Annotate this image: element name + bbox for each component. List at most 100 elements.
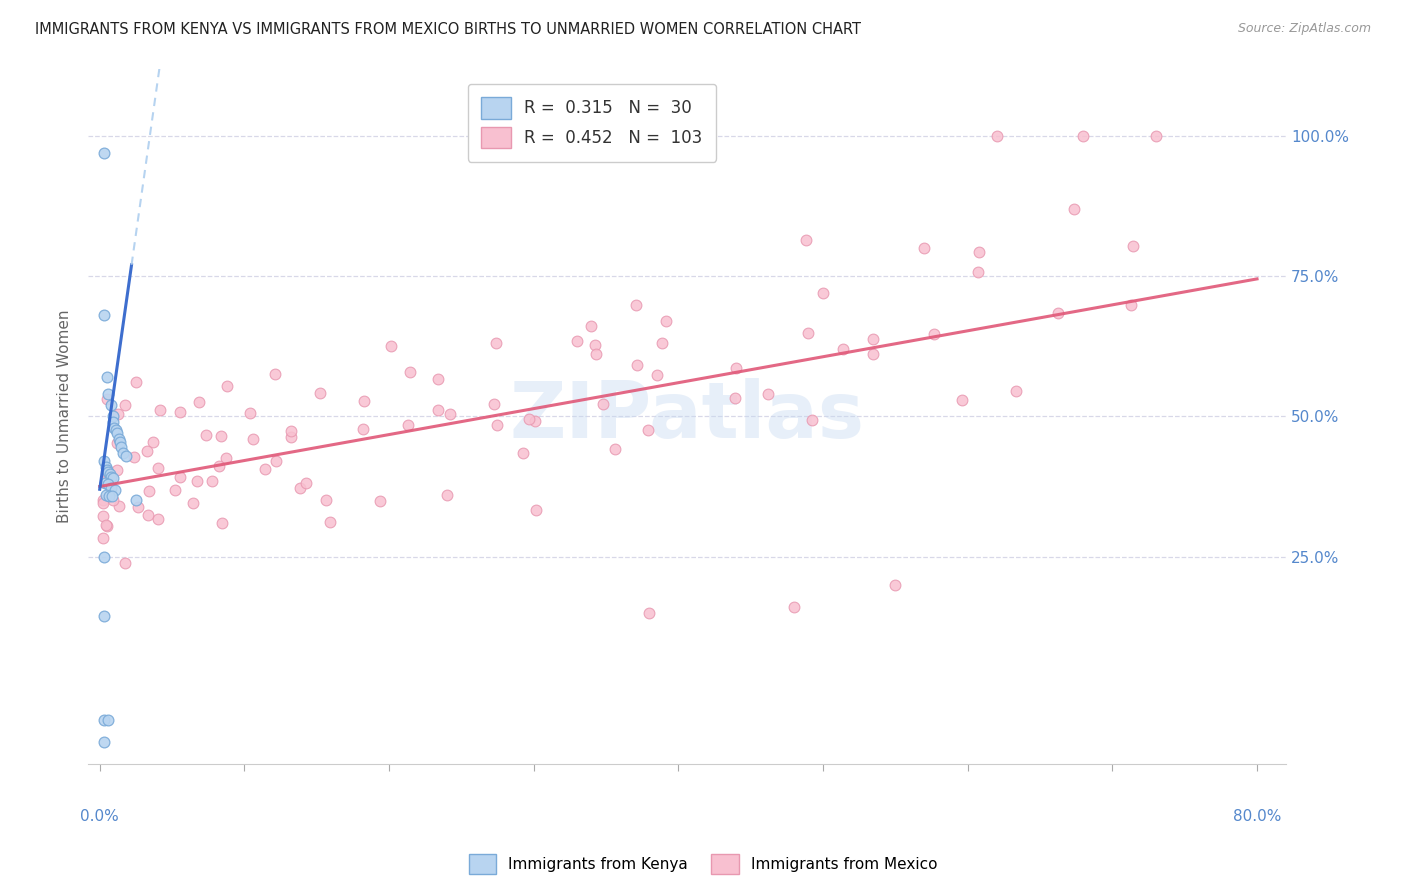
- Point: [93, 145, 115, 160]
- Point: [136, 508, 159, 523]
- Point: [624, 298, 647, 312]
- Point: [94, 475, 117, 490]
- Point: [125, 375, 148, 389]
- Point: [163, 483, 186, 497]
- Point: [645, 368, 668, 383]
- Point: [93, 608, 115, 623]
- Point: [967, 245, 990, 260]
- Point: [239, 406, 262, 420]
- Point: [194, 427, 217, 442]
- Point: [811, 285, 834, 300]
- Point: [352, 422, 374, 436]
- Point: [93, 309, 115, 323]
- Point: [105, 426, 128, 441]
- Point: [96, 519, 118, 533]
- Point: [426, 372, 449, 386]
- Point: [1005, 384, 1028, 399]
- Point: [315, 493, 337, 508]
- Point: [724, 391, 747, 405]
- Point: [101, 409, 124, 424]
- Point: [254, 462, 277, 476]
- Point: [215, 379, 238, 393]
- Point: [101, 493, 124, 508]
- Point: [436, 488, 458, 502]
- Point: [264, 454, 287, 468]
- Point: [186, 474, 208, 488]
- Point: [103, 415, 125, 429]
- Point: [96, 392, 118, 406]
- Point: [142, 434, 165, 449]
- Point: [93, 549, 115, 564]
- Point: [280, 430, 302, 444]
- Point: [146, 460, 169, 475]
- Point: [97, 714, 120, 728]
- Point: [280, 425, 302, 439]
- Point: [288, 481, 311, 495]
- Point: [579, 318, 602, 333]
- Point: [93, 735, 115, 749]
- Point: [104, 423, 127, 437]
- Point: [104, 483, 127, 498]
- Point: [188, 394, 211, 409]
- Point: [583, 337, 606, 351]
- Point: [105, 462, 128, 476]
- Text: 0.0%: 0.0%: [80, 809, 120, 824]
- Point: [1144, 128, 1167, 143]
- Point: [294, 475, 316, 490]
- Point: [96, 463, 118, 477]
- Point: [97, 387, 120, 401]
- Point: [94, 459, 117, 474]
- Point: [215, 451, 238, 466]
- Point: [966, 265, 988, 279]
- Text: 80.0%: 80.0%: [1233, 809, 1281, 824]
- Text: IMMIGRANTS FROM KENYA VS IMMIGRANTS FROM MEXICO BIRTHS TO UNMARRIED WOMEN CORREL: IMMIGRANTS FROM KENYA VS IMMIGRANTS FROM…: [35, 22, 860, 37]
- Point: [93, 714, 115, 728]
- Point: [831, 342, 853, 356]
- Point: [135, 444, 157, 458]
- Point: [1063, 202, 1085, 217]
- Point: [638, 606, 661, 620]
- Point: [208, 458, 231, 473]
- Point: [484, 397, 506, 411]
- Point: [380, 339, 402, 353]
- Point: [107, 407, 129, 421]
- Point: [96, 488, 118, 502]
- Point: [426, 403, 449, 417]
- Point: [114, 449, 136, 463]
- Legend: R =  0.315   N =  30, R =  0.452   N =  103: R = 0.315 N = 30, R = 0.452 N = 103: [468, 84, 716, 161]
- Point: [107, 432, 129, 446]
- Point: [98, 489, 121, 503]
- Point: [127, 500, 149, 514]
- Point: [725, 360, 748, 375]
- Point: [986, 128, 1008, 143]
- Point: [108, 434, 131, 449]
- Point: [97, 476, 120, 491]
- Point: [114, 398, 136, 412]
- Point: [181, 496, 204, 510]
- Point: [103, 420, 125, 434]
- Point: [319, 515, 342, 529]
- Point: [209, 429, 232, 443]
- Point: [201, 474, 224, 488]
- Point: [592, 397, 614, 411]
- Point: [148, 511, 170, 525]
- Point: [567, 334, 589, 348]
- Point: [96, 466, 118, 480]
- Point: [309, 386, 332, 401]
- Point: [122, 450, 145, 465]
- Point: [91, 496, 114, 510]
- Point: [517, 412, 540, 426]
- Point: [96, 370, 118, 384]
- Point: [97, 466, 120, 480]
- Point: [1122, 238, 1144, 252]
- Point: [485, 418, 508, 433]
- Point: [211, 516, 233, 531]
- Point: [91, 508, 114, 523]
- Point: [950, 392, 973, 407]
- Point: [91, 492, 114, 507]
- Point: [396, 417, 419, 432]
- Text: ZIPatlas: ZIPatlas: [509, 378, 865, 454]
- Point: [114, 556, 136, 570]
- Point: [105, 436, 128, 450]
- Point: [801, 413, 824, 427]
